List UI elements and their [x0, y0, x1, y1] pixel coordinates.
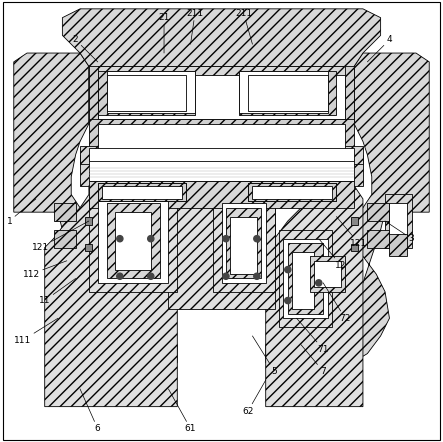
Text: 211: 211 [235, 9, 253, 44]
Bar [350, 217, 358, 225]
Text: 1: 1 [7, 199, 36, 225]
Bar [248, 75, 327, 110]
Text: 7: 7 [301, 345, 326, 376]
Bar [253, 186, 332, 199]
Text: 62: 62 [242, 380, 266, 415]
Circle shape [148, 236, 154, 242]
Bar [279, 230, 332, 327]
Bar [89, 186, 177, 292]
Bar [389, 203, 407, 239]
Bar [85, 244, 93, 251]
Text: 2: 2 [73, 35, 98, 62]
Bar [89, 159, 354, 181]
Bar [98, 183, 186, 201]
Bar [292, 252, 315, 309]
Bar [98, 66, 345, 119]
Text: 61: 61 [168, 389, 196, 433]
Polygon shape [14, 53, 177, 371]
Text: 3: 3 [385, 221, 415, 243]
Text: 121: 121 [336, 217, 367, 248]
Text: 121: 121 [32, 221, 89, 252]
Bar [222, 203, 266, 283]
Bar [385, 194, 412, 248]
Bar [239, 71, 336, 115]
Bar [315, 261, 341, 287]
Bar [226, 208, 261, 278]
Bar [102, 186, 182, 199]
Text: 12: 12 [319, 239, 346, 270]
Text: 4: 4 [367, 35, 392, 62]
Bar [89, 119, 354, 155]
Text: 21: 21 [158, 13, 170, 53]
Circle shape [254, 236, 260, 242]
Bar [350, 244, 358, 251]
Text: 112: 112 [23, 261, 67, 278]
Polygon shape [45, 186, 177, 407]
Bar [98, 71, 195, 115]
Bar [98, 194, 168, 283]
Bar [98, 75, 345, 119]
Bar [85, 217, 93, 225]
Bar [116, 212, 151, 270]
Bar [213, 194, 275, 292]
Bar [89, 66, 354, 124]
Bar [288, 243, 323, 314]
Bar [107, 71, 195, 113]
Bar [389, 234, 407, 256]
Circle shape [117, 273, 123, 279]
Circle shape [285, 297, 291, 304]
Bar [80, 155, 363, 186]
Bar [239, 71, 327, 113]
Bar [54, 230, 76, 248]
Polygon shape [266, 186, 363, 407]
Text: 111: 111 [14, 318, 58, 345]
Circle shape [148, 273, 154, 279]
Bar [367, 203, 389, 221]
Text: 72: 72 [323, 283, 351, 323]
Text: 71: 71 [297, 318, 329, 354]
Bar [107, 203, 159, 278]
Bar [230, 217, 257, 274]
Circle shape [223, 236, 229, 242]
Bar [89, 148, 354, 161]
Circle shape [254, 273, 260, 279]
Bar [248, 183, 336, 201]
Bar [80, 146, 363, 164]
Polygon shape [266, 53, 429, 371]
Bar [367, 230, 389, 248]
Text: 11: 11 [39, 278, 76, 305]
Bar [248, 183, 336, 201]
Bar [89, 181, 354, 208]
Circle shape [285, 267, 291, 273]
Text: 6: 6 [80, 389, 101, 433]
Text: 5: 5 [253, 336, 277, 376]
Circle shape [117, 236, 123, 242]
Bar [98, 183, 186, 201]
Bar [168, 186, 275, 309]
Bar [310, 256, 345, 292]
Polygon shape [62, 9, 381, 124]
Text: 211: 211 [187, 9, 203, 44]
Bar [107, 75, 186, 110]
Bar [98, 124, 345, 152]
Bar [284, 239, 327, 318]
Bar [54, 203, 76, 221]
Circle shape [316, 280, 322, 286]
Circle shape [223, 273, 229, 279]
